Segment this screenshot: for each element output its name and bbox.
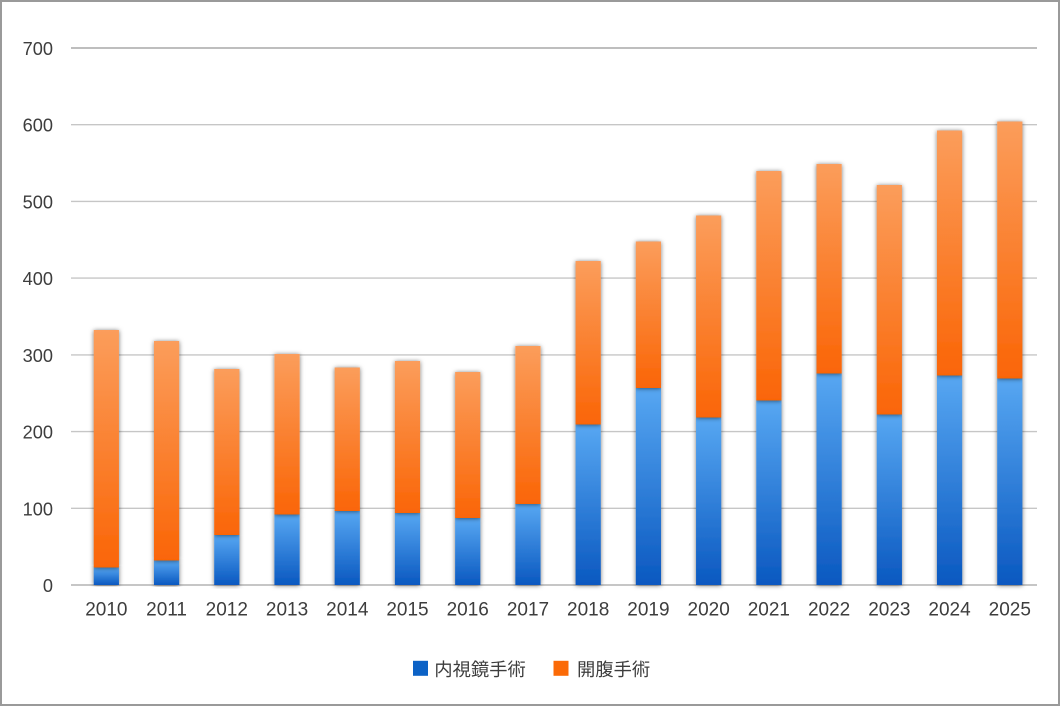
svg-text:2013: 2013 [266, 600, 308, 621]
svg-text:500: 500 [23, 192, 53, 212]
svg-text:200: 200 [23, 423, 53, 443]
svg-text:100: 100 [23, 499, 53, 519]
svg-text:2010: 2010 [85, 600, 127, 621]
svg-text:2022: 2022 [808, 600, 850, 621]
svg-text:2012: 2012 [206, 600, 248, 621]
svg-text:2025: 2025 [989, 600, 1031, 621]
svg-text:0: 0 [43, 576, 53, 596]
svg-text:2018: 2018 [567, 600, 609, 621]
svg-text:400: 400 [23, 269, 53, 289]
svg-text:300: 300 [23, 346, 53, 366]
svg-text:600: 600 [23, 116, 53, 136]
svg-text:2024: 2024 [928, 600, 971, 621]
svg-text:2023: 2023 [868, 600, 910, 621]
svg-text:2015: 2015 [386, 600, 428, 621]
svg-text:2014: 2014 [326, 600, 369, 621]
svg-text:2017: 2017 [507, 600, 549, 621]
svg-text:2021: 2021 [748, 600, 790, 621]
svg-text:700: 700 [23, 39, 53, 59]
svg-text:2011: 2011 [146, 600, 187, 621]
svg-text:2020: 2020 [688, 600, 730, 621]
svg-text:2019: 2019 [627, 600, 669, 621]
svg-text:2016: 2016 [447, 600, 489, 621]
